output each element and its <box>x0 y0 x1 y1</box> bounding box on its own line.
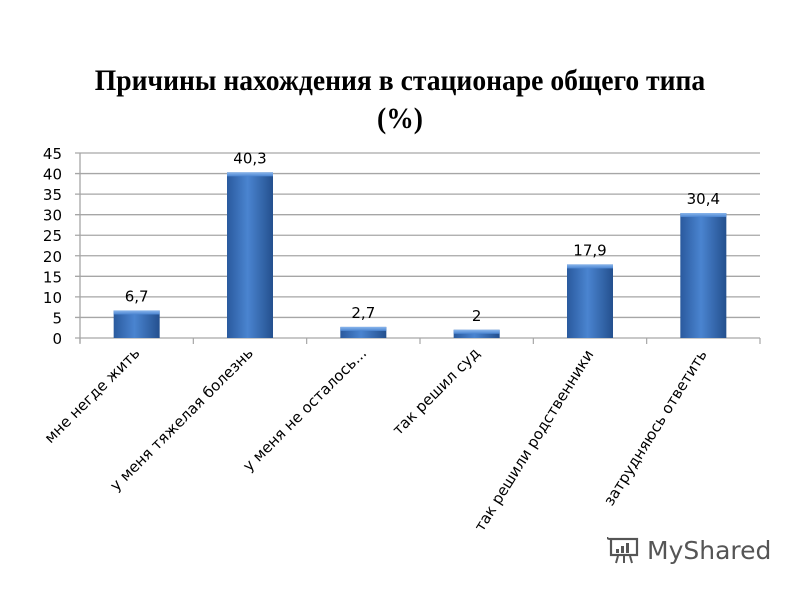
chart-title: Причины нахождения в стационаре общего т… <box>32 62 768 138</box>
chart-title-line-1: Причины нахождения в стационаре общего т… <box>94 64 706 97</box>
data-label: 17,9 <box>573 241 606 259</box>
chart-title-line-2: (%) <box>377 102 423 135</box>
data-label: 6,7 <box>125 287 149 305</box>
y-tick-label: 10 <box>43 289 62 307</box>
data-label: 2,7 <box>351 304 375 322</box>
y-tick-label: 20 <box>43 248 62 266</box>
x-axis <box>79 338 761 344</box>
bars <box>113 172 727 338</box>
bar <box>227 172 273 338</box>
y-tick-label: 40 <box>43 166 62 184</box>
y-tick-label: 5 <box>52 309 62 327</box>
bar <box>453 329 500 338</box>
category-label: у меня не осталось... <box>239 344 370 475</box>
gridlines <box>75 152 760 339</box>
bar <box>680 213 727 338</box>
y-tick-label: 25 <box>43 227 62 245</box>
data-labels: 6,7 40,3 2,7 2 17,9 30,4 <box>125 149 720 324</box>
y-tick-label: 35 <box>43 186 62 204</box>
watermark-text: MyShared <box>647 535 772 565</box>
y-tick-label: 0 <box>52 330 62 348</box>
category-label: мне негде жить <box>41 344 144 447</box>
category-label: затрудняюсь ответить <box>600 347 711 509</box>
presentation-board-icon <box>607 536 639 564</box>
category-label: так решил суд <box>389 344 484 439</box>
category-label: так решили родственники <box>471 347 598 535</box>
data-label: 2 <box>472 307 482 325</box>
bar <box>113 310 160 338</box>
y-tick-label: 30 <box>43 207 62 225</box>
bar <box>340 326 387 338</box>
y-tick-label: 45 <box>43 145 62 163</box>
y-axis: 0 5 10 15 20 25 30 35 40 45 <box>43 145 81 348</box>
bar <box>567 264 613 338</box>
y-tick-label: 15 <box>43 268 62 286</box>
data-label: 40,3 <box>233 149 266 167</box>
watermark: MyShared <box>607 535 771 565</box>
data-label: 30,4 <box>687 190 720 208</box>
